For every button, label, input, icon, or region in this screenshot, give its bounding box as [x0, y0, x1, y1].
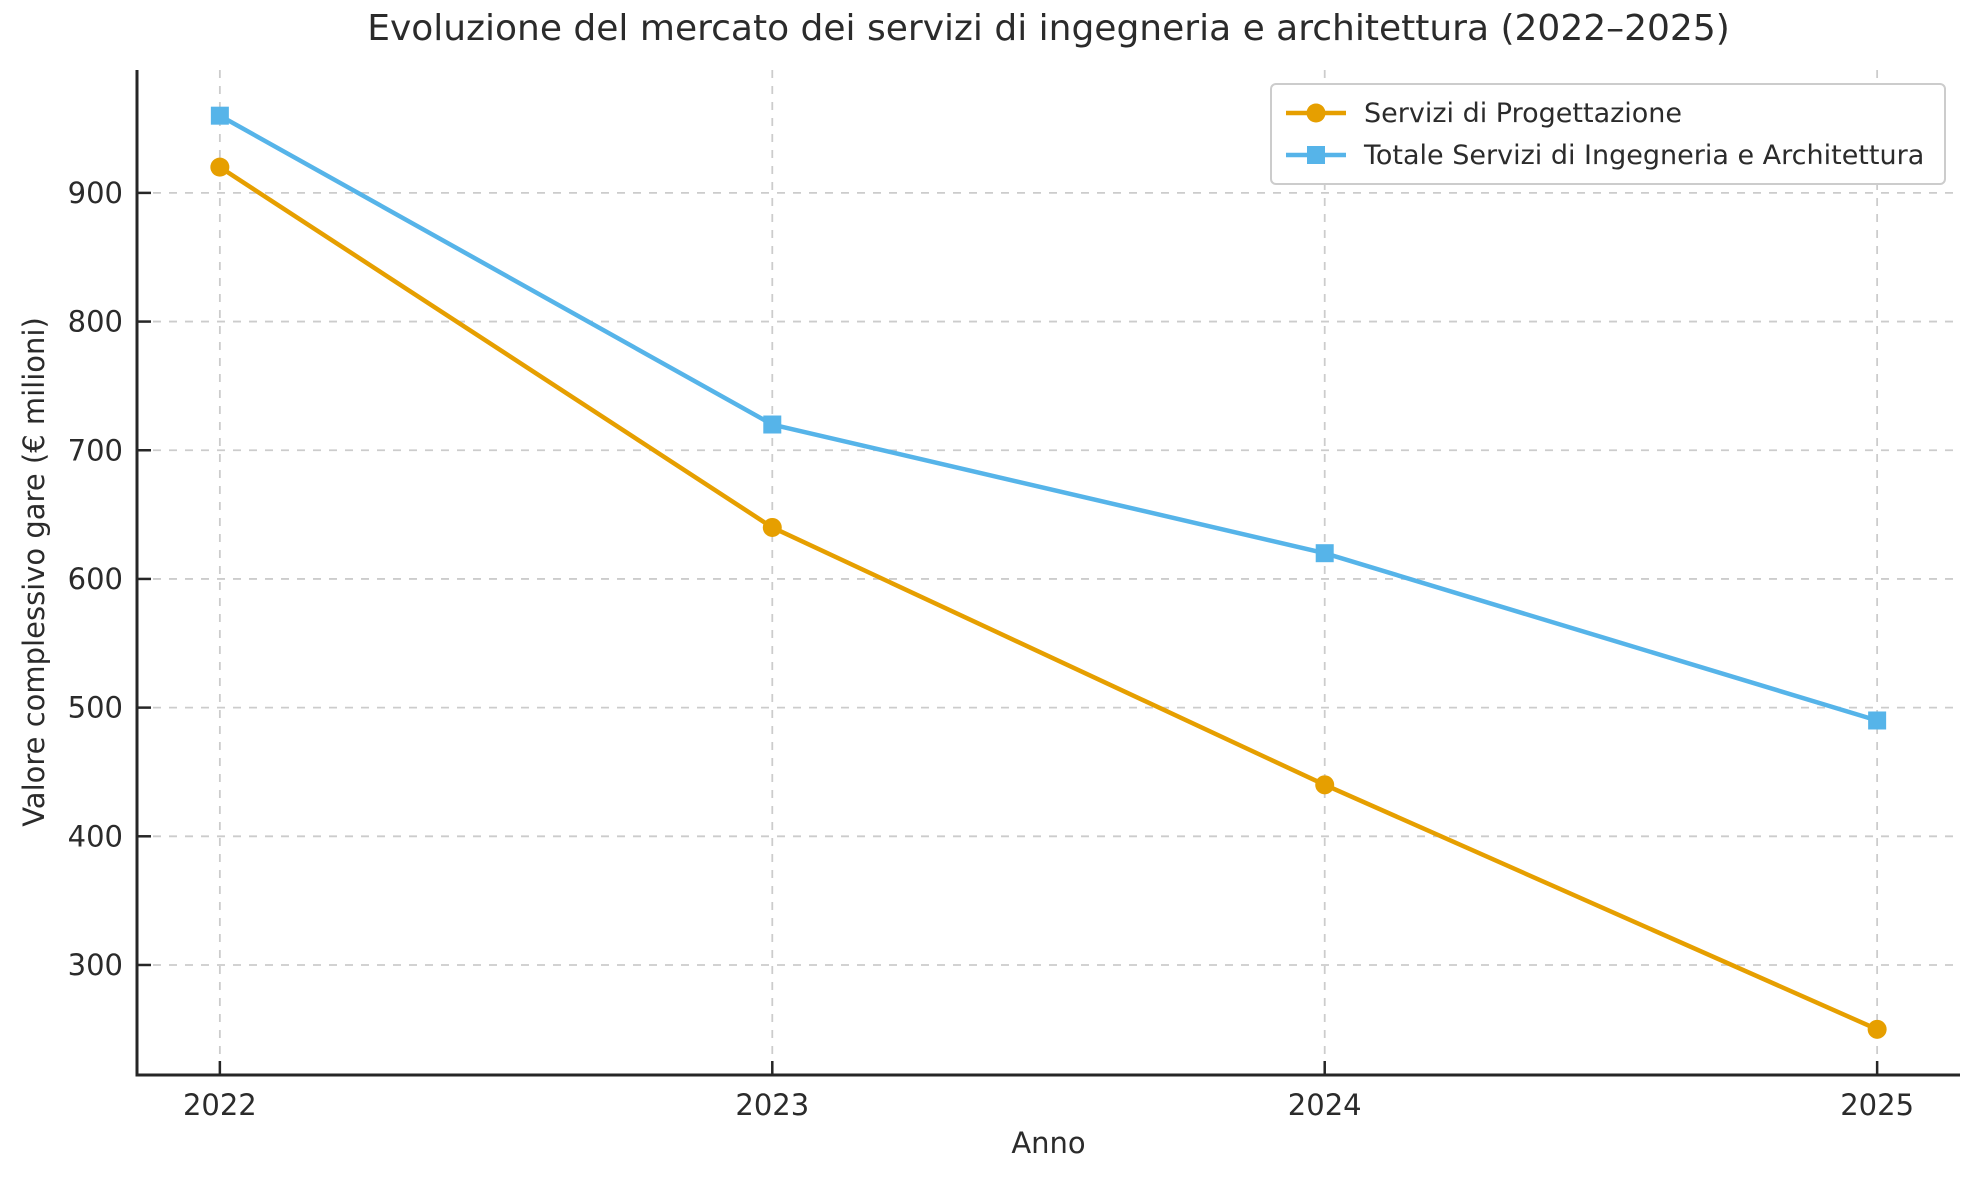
x-tick-label: 2024	[1288, 1088, 1362, 1122]
x-axis-label: Anno	[1011, 1126, 1086, 1160]
legend-square-marker-sample	[1286, 146, 1346, 164]
y-tick-label: 700	[68, 433, 123, 467]
series-line	[217, 164, 1880, 1032]
chart-title: Evoluzione del mercato dei servizi di in…	[367, 8, 1730, 49]
legend-item-label: Servizi di Progettazione	[1364, 97, 1683, 129]
y-tick-label: 300	[68, 948, 123, 982]
y-tick-label: 600	[68, 562, 123, 596]
legend-item-label: Totale Servizi di Ingegneria e Architett…	[1364, 139, 1925, 171]
legend-item: Servizi di Progettazione	[1284, 93, 1932, 133]
data-point-square	[763, 415, 782, 434]
y-tick-label: 900	[68, 176, 123, 210]
x-tick-label: 2022	[183, 1088, 257, 1122]
data-point-circle	[1867, 1019, 1887, 1039]
legend-circle-marker-sample	[1286, 103, 1346, 123]
data-point-square	[1868, 711, 1887, 730]
x-tick-label: 2025	[1840, 1088, 1914, 1122]
legend-item: Totale Servizi di Ingegneria e Architett…	[1284, 135, 1932, 175]
data-point-circle	[210, 157, 230, 177]
y-tick-label: 400	[68, 819, 123, 853]
legend: Servizi di Progettazione Totale Servizi d…	[1270, 83, 1946, 185]
data-point-square	[210, 106, 229, 125]
series-line	[217, 113, 1880, 723]
x-tick-label: 2023	[735, 1088, 809, 1122]
y-tick-label: 800	[68, 305, 123, 339]
data-point-circle	[762, 517, 782, 537]
data-point-square	[1315, 544, 1334, 563]
y-tick-label: 500	[68, 691, 123, 725]
data-point-circle	[1315, 775, 1335, 795]
